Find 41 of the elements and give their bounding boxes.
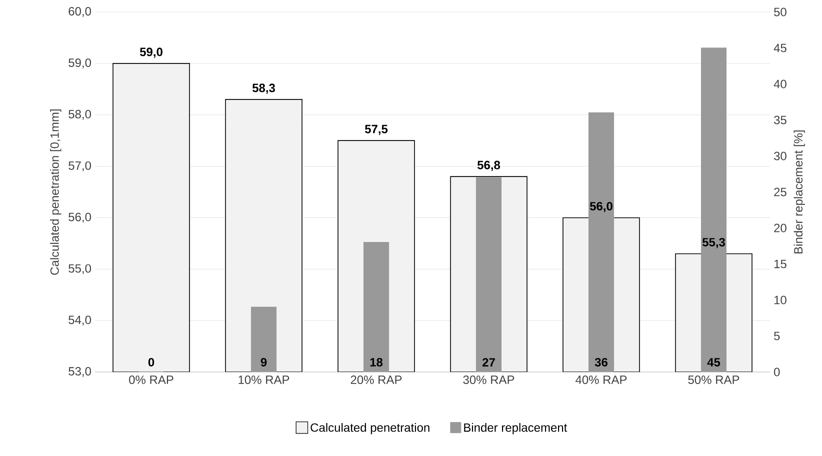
x-tick-label: 30% RAP <box>463 376 514 384</box>
legend-label: Calculated penetration <box>310 423 430 434</box>
y-tick-label: 57,0 <box>68 161 92 172</box>
y-tick-label: 58,0 <box>68 110 92 120</box>
y2-tick-label: 30 <box>774 152 786 160</box>
data-label: 27 <box>482 358 495 366</box>
y-tick-label: 55,0 <box>68 264 92 274</box>
data-label: 9 <box>260 358 267 366</box>
data-label: 57,5 <box>364 124 388 136</box>
data-label: 59,0 <box>140 48 162 58</box>
y-tick-label: 53,0 <box>68 367 92 377</box>
y-tick-label: 56,0 <box>68 212 92 223</box>
y-tick-label: 60,0 <box>68 7 92 17</box>
y2-tick-label: 5 <box>774 332 780 340</box>
y2-tick-label: 50 <box>774 8 786 16</box>
y2-axis-title: Binder replacement [%] <box>794 130 805 254</box>
data-label: 58,3 <box>252 84 275 94</box>
data-label: 0 <box>148 358 154 366</box>
y2-tick-label: 25 <box>774 188 786 196</box>
y-tick-label: 54,0 <box>68 316 92 326</box>
x-tick-label: 20% RAP <box>350 376 402 384</box>
y2-tick-label: 0 <box>774 368 780 376</box>
x-tick-label: 10% RAP <box>238 376 290 384</box>
data-label: 45 <box>707 358 720 366</box>
x-tick-label: 40% RAP <box>576 376 627 384</box>
y2-tick-label: 40 <box>774 80 786 88</box>
x-tick-label: 0% RAP <box>129 376 174 384</box>
data-label: 55,3 <box>702 238 725 248</box>
y2-tick-label: 45 <box>774 44 786 52</box>
y2-tick-label: 10 <box>774 296 786 304</box>
data-label: 18 <box>370 358 383 366</box>
data-label: 56,0 <box>590 202 612 212</box>
y2-tick-label: 15 <box>774 260 786 268</box>
y2-tick-label: 35 <box>774 116 786 124</box>
y2-tick-label: 20 <box>774 224 786 232</box>
y-tick-label: 59,0 <box>68 58 92 68</box>
data-label: 56,8 <box>477 160 500 172</box>
legend-label: Binder replacement <box>464 423 568 434</box>
y-axis-title: Calculated penetration [0,1mm] <box>50 110 62 275</box>
x-tick-label: 50% RAP <box>688 376 740 384</box>
data-label: 36 <box>594 358 608 366</box>
